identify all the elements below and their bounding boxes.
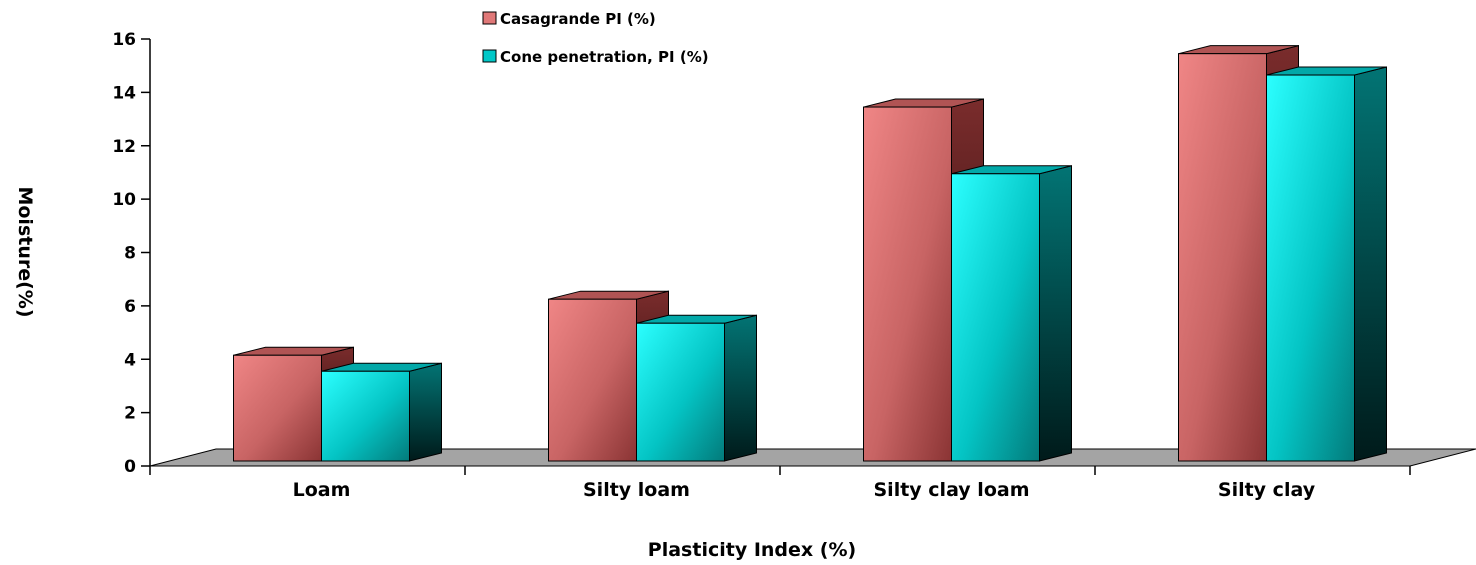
x-axis-labels: Loam Silty loam Silty clay loam Silty clay xyxy=(293,479,1316,501)
bar-front xyxy=(951,173,1040,462)
legend-swatch xyxy=(482,49,497,63)
y-tick-label: 0 xyxy=(124,457,136,477)
x-axis-title: Plasticity Index (%) xyxy=(648,539,856,561)
y-axis: 0 2 4 6 8 10 12 14 16 xyxy=(112,30,151,477)
y-tick-label: 2 xyxy=(124,404,136,424)
bar-side xyxy=(1039,165,1072,462)
x-tick-label: Silty loam xyxy=(583,479,690,501)
legend: Casagrande PI (%) Cone penetration, PI (%… xyxy=(482,10,709,66)
chart-floor xyxy=(149,448,1476,467)
legend-label: Cone penetration, PI (%) xyxy=(500,48,709,66)
x-axis-ticks xyxy=(149,466,1411,475)
y-axis-title: Moisture(%) xyxy=(14,186,36,317)
bar-group xyxy=(233,45,1387,462)
bar xyxy=(1266,66,1387,462)
y-tick-label: 8 xyxy=(124,244,136,264)
bar xyxy=(951,165,1072,462)
bar-front xyxy=(1178,53,1267,462)
bar-front xyxy=(321,370,410,462)
bar-front xyxy=(1266,74,1355,462)
x-tick-label: Silty clay xyxy=(1218,479,1316,501)
bar-front xyxy=(636,322,725,462)
y-tick-label: 4 xyxy=(124,350,136,370)
bar-side xyxy=(409,362,442,462)
x-tick-label: Silty clay loam xyxy=(874,479,1030,501)
y-tick-label: 14 xyxy=(112,83,136,103)
legend-label: Casagrande PI (%) xyxy=(500,10,656,28)
bar-front xyxy=(863,106,952,462)
x-tick-label: Loam xyxy=(293,479,351,501)
bar xyxy=(636,314,757,462)
bar-side xyxy=(1354,66,1387,462)
y-tick-label: 10 xyxy=(112,190,136,210)
y-tick-label: 12 xyxy=(112,137,136,157)
bar-front xyxy=(233,354,322,462)
y-tick-label: 6 xyxy=(124,297,136,317)
legend-swatch xyxy=(482,11,497,25)
bar-front xyxy=(548,298,637,462)
bar-side xyxy=(724,314,757,462)
y-tick-label: 16 xyxy=(112,30,136,50)
bar xyxy=(321,362,442,462)
